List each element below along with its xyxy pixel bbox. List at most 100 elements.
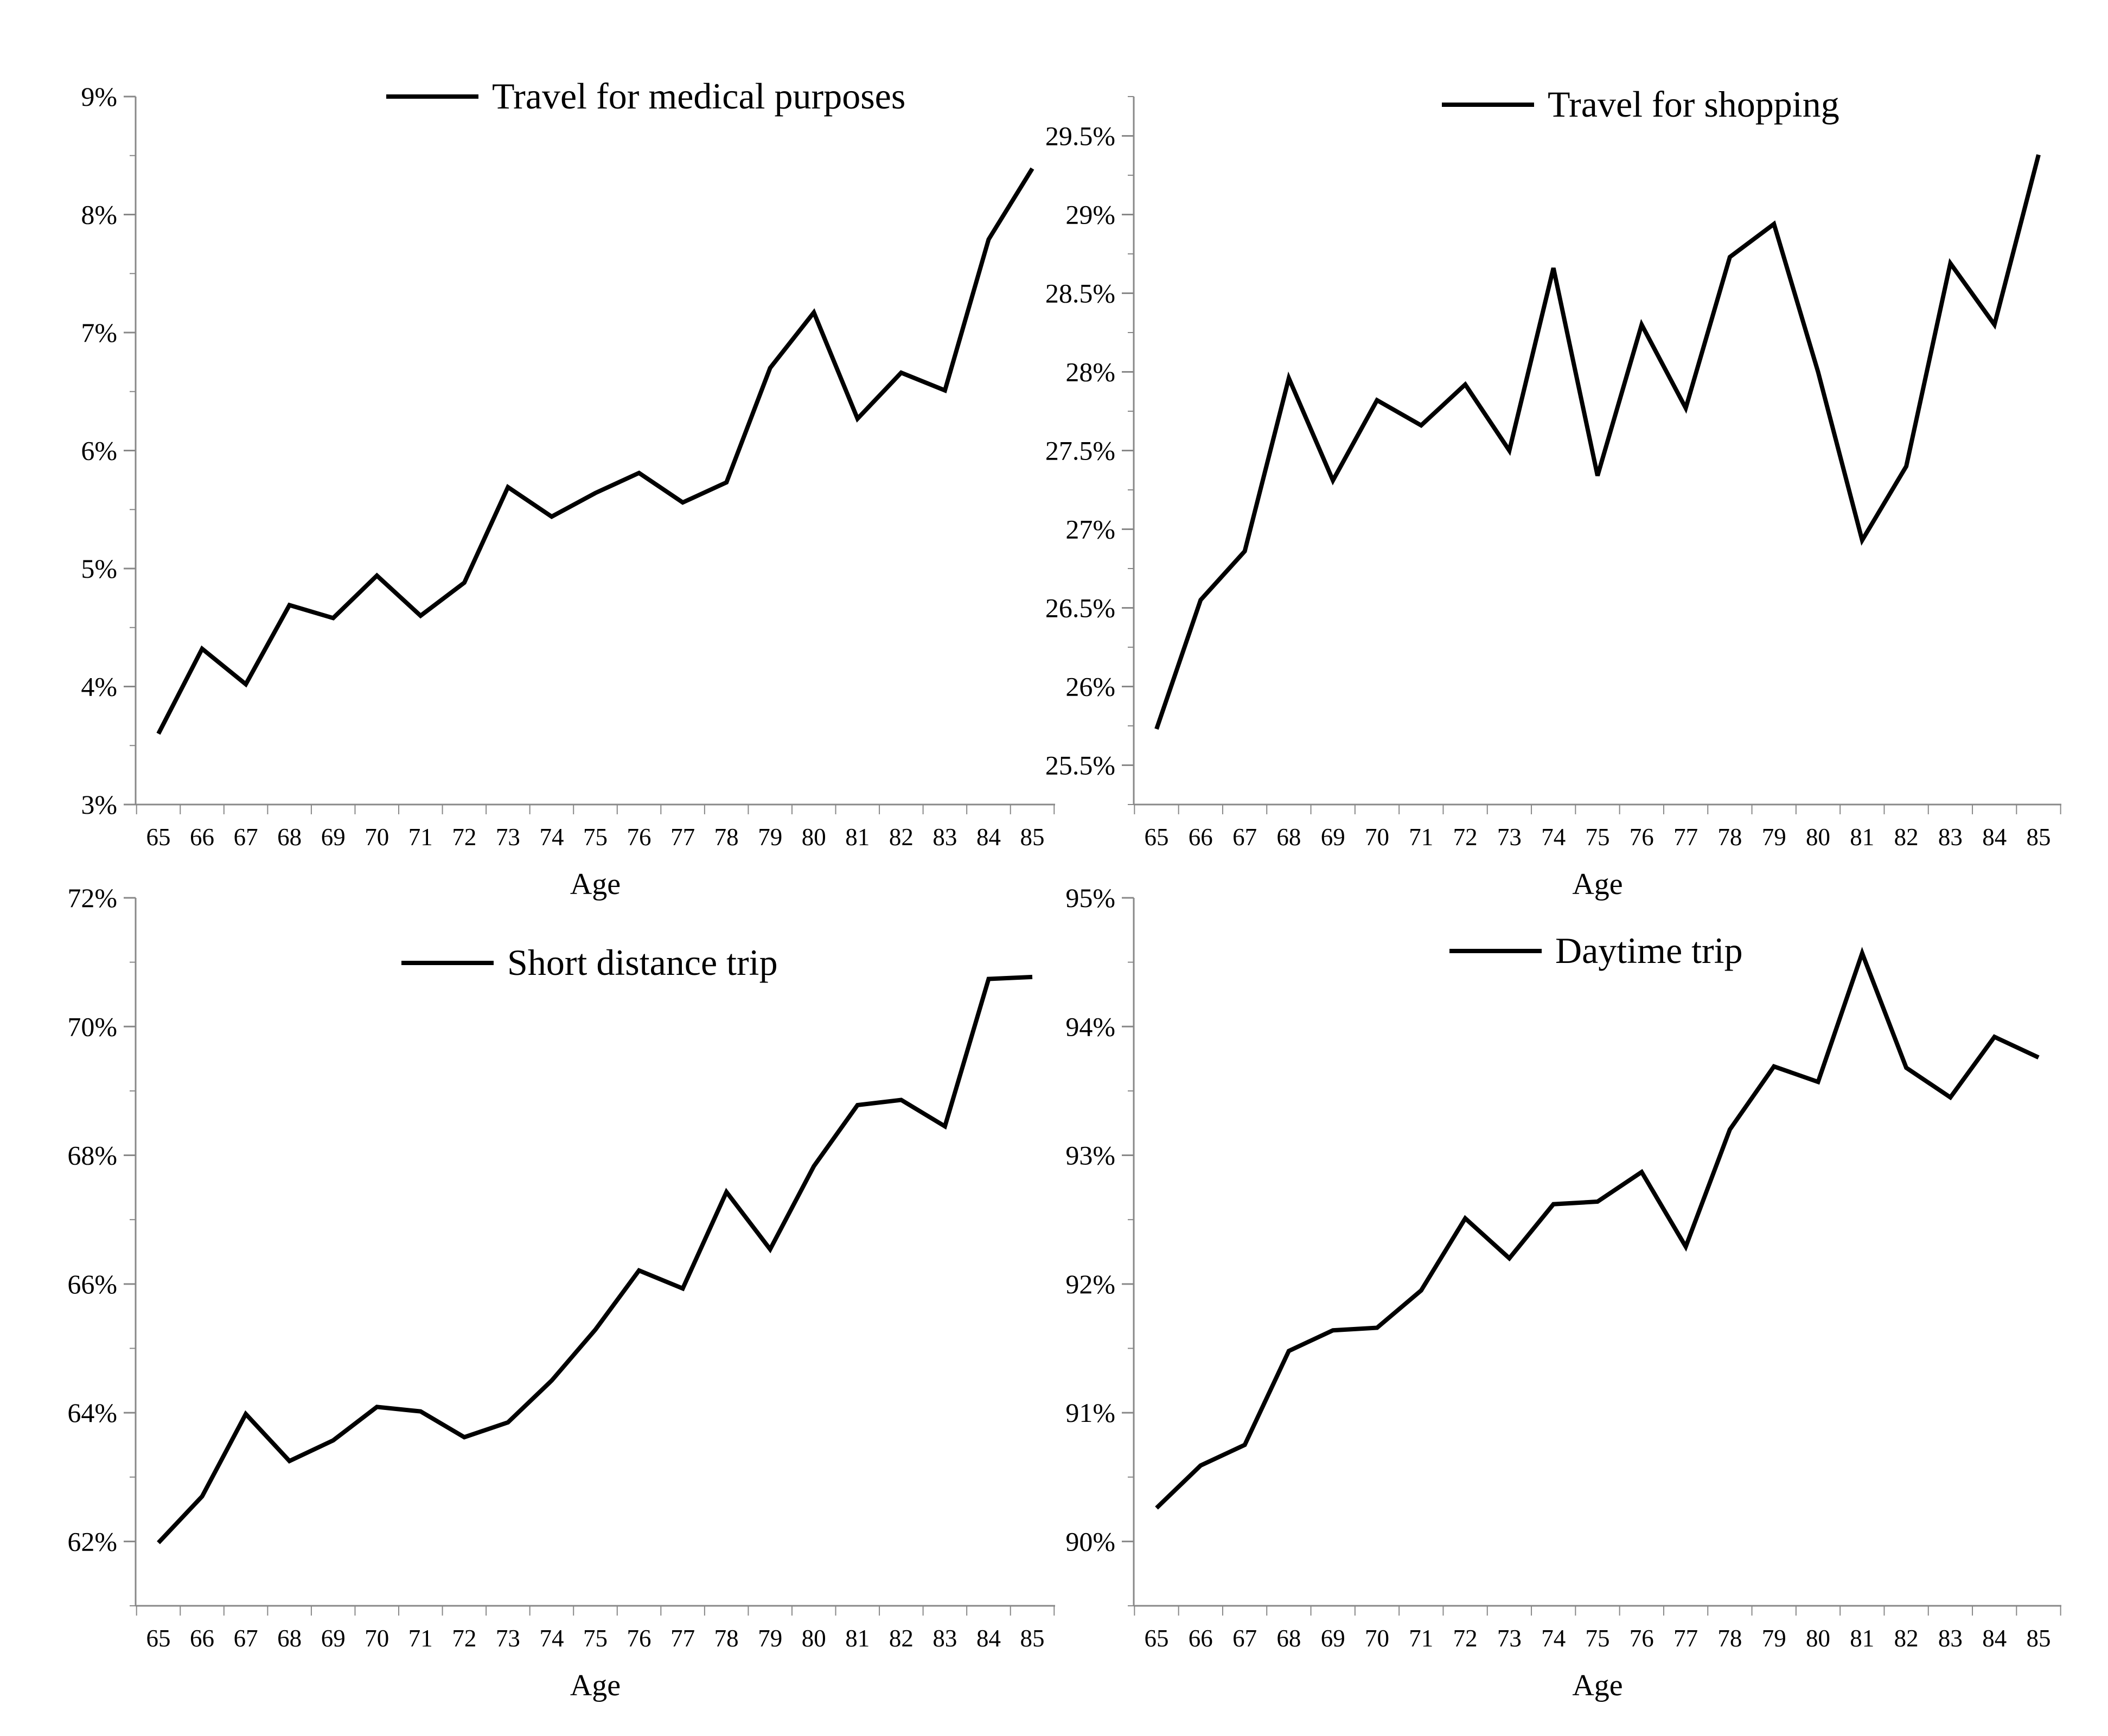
x-tick-label: 69 — [321, 824, 346, 851]
x-tick-label: 68 — [277, 1625, 302, 1652]
y-tick-label: 27.5% — [1045, 436, 1115, 466]
x-tick-label: 85 — [2027, 1625, 2051, 1652]
y-tick-label: 8% — [81, 200, 117, 230]
x-tick-label: 73 — [1497, 1625, 1522, 1652]
y-tick-label: 26.5% — [1045, 593, 1115, 623]
x-tick-label: 79 — [1762, 1625, 1786, 1652]
x-tick-label: 72 — [1453, 1625, 1478, 1652]
y-tick-label: 26% — [1065, 672, 1115, 702]
legend-label: Travel for medical purposes — [492, 75, 905, 117]
x-tick-label: 78 — [714, 824, 739, 851]
x-tick-label: 81 — [845, 1625, 870, 1652]
x-tick-label: 82 — [889, 1625, 914, 1652]
x-tick-label: 84 — [1982, 1625, 2007, 1652]
y-tick-label: 90% — [1065, 1526, 1115, 1556]
x-tick-label: 69 — [1321, 1625, 1345, 1652]
legend: Short distance trip — [401, 942, 778, 983]
legend-label: Travel for shopping — [1548, 84, 1839, 125]
y-tick-label: 27% — [1065, 514, 1115, 545]
x-tick-label: 76 — [627, 1625, 651, 1652]
x-tick-label: 65 — [146, 1625, 171, 1652]
x-tick-label: 71 — [408, 824, 433, 851]
x-tick-label: 78 — [1717, 824, 1742, 851]
x-tick-label: 74 — [1541, 1625, 1566, 1652]
x-tick-label: 66 — [190, 824, 214, 851]
legend-label: Short distance trip — [507, 942, 778, 983]
x-tick-label: 72 — [452, 824, 476, 851]
x-tick-label: 83 — [1938, 824, 1963, 851]
x-tick-label: 70 — [365, 1625, 389, 1652]
x-tick-label: 84 — [976, 1625, 1001, 1652]
x-tick-label: 68 — [1276, 824, 1301, 851]
y-tick-label: 91% — [1065, 1397, 1115, 1428]
x-tick-label: 83 — [1938, 1625, 1963, 1652]
x-tick-label: 81 — [845, 824, 870, 851]
chart-panel-4: 90% 91% 92% 93% 94% 95% 65 66 67 68 69 70 71 72 73 74 75… — [1065, 883, 2061, 1702]
y-tick-label: 28.5% — [1045, 278, 1115, 309]
x-tick-label: 74 — [539, 824, 564, 851]
x-tick-label: 77 — [670, 1625, 695, 1652]
x-axis-title: Age — [1572, 1669, 1622, 1702]
y-tick-label: 92% — [1065, 1269, 1115, 1299]
x-tick-label: 69 — [321, 1625, 346, 1652]
y-tick-label: 29% — [1065, 200, 1115, 230]
x-tick-label: 65 — [146, 824, 171, 851]
y-tick-label: 7% — [81, 317, 117, 348]
x-tick-label: 74 — [539, 1625, 564, 1652]
legend: Daytime trip — [1449, 930, 1743, 971]
x-tick-label: 69 — [1321, 824, 1345, 851]
x-tick-label: 80 — [1806, 1625, 1830, 1652]
x-tick-label: 80 — [802, 824, 826, 851]
x-tick-label: 68 — [277, 824, 302, 851]
legend-label: Daytime trip — [1555, 930, 1743, 971]
x-tick-label: 65 — [1145, 824, 1169, 851]
y-tick-label: 6% — [81, 436, 117, 466]
x-tick-label: 85 — [1020, 1625, 1045, 1652]
y-tick-label: 5% — [81, 553, 117, 584]
x-tick-label: 73 — [496, 1625, 520, 1652]
x-tick-label: 73 — [1497, 824, 1522, 851]
series-line — [156, 167, 1034, 735]
series-line — [1154, 154, 2041, 730]
x-tick-label: 66 — [1189, 824, 1213, 851]
y-tick-label: 29.5% — [1045, 121, 1115, 151]
legend: Travel for shopping — [1442, 84, 1839, 125]
x-tick-label: 77 — [670, 824, 695, 851]
x-tick-label: 81 — [1850, 824, 1874, 851]
y-tick-label: 70% — [67, 1011, 117, 1042]
x-tick-label: 77 — [1673, 824, 1698, 851]
x-tick-label: 72 — [1453, 824, 1478, 851]
y-tick-label: 62% — [67, 1526, 117, 1556]
x-tick-label: 83 — [932, 824, 957, 851]
x-tick-label: 85 — [1020, 824, 1045, 851]
x-tick-label: 82 — [1894, 1625, 1919, 1652]
x-tick-label: 78 — [1717, 1625, 1742, 1652]
x-tick-label: 71 — [1409, 1625, 1433, 1652]
x-tick-label: 72 — [452, 1625, 476, 1652]
x-tick-label: 80 — [802, 1625, 826, 1652]
x-tick-label: 81 — [1850, 1625, 1874, 1652]
x-tick-label: 70 — [1365, 1625, 1389, 1652]
x-tick-label: 82 — [1894, 824, 1919, 851]
x-axis-title: Age — [570, 1669, 621, 1702]
x-tick-label: 79 — [758, 1625, 782, 1652]
x-axis-title: Age — [1572, 867, 1622, 901]
x-tick-label: 76 — [627, 824, 651, 851]
chart-panel-2: 25.5% 26% 26.5% 27% 27.5% 28% 28.5% 29% 29.5% 65 6… — [1045, 84, 2061, 901]
y-tick-label: 93% — [1065, 1140, 1115, 1171]
series-line — [1155, 947, 2040, 1510]
x-tick-label: 75 — [583, 824, 608, 851]
x-tick-label: 70 — [1365, 824, 1389, 851]
chart-panel-3: 62% 64% 66% 68% 70% 72% 65 66 67 68 69 70 71 72 73 74 75… — [67, 883, 1055, 1702]
x-tick-label: 84 — [976, 824, 1001, 851]
x-tick-label: 71 — [1409, 824, 1433, 851]
x-tick-label: 77 — [1673, 1625, 1698, 1652]
y-tick-label: 72% — [67, 883, 117, 913]
x-tick-label: 79 — [1762, 824, 1786, 851]
y-tick-label: 66% — [67, 1269, 117, 1299]
x-tick-label: 68 — [1276, 1625, 1301, 1652]
legend: Travel for medical purposes — [386, 75, 905, 117]
x-tick-label: 67 — [1232, 824, 1257, 851]
x-tick-label: 67 — [234, 824, 258, 851]
